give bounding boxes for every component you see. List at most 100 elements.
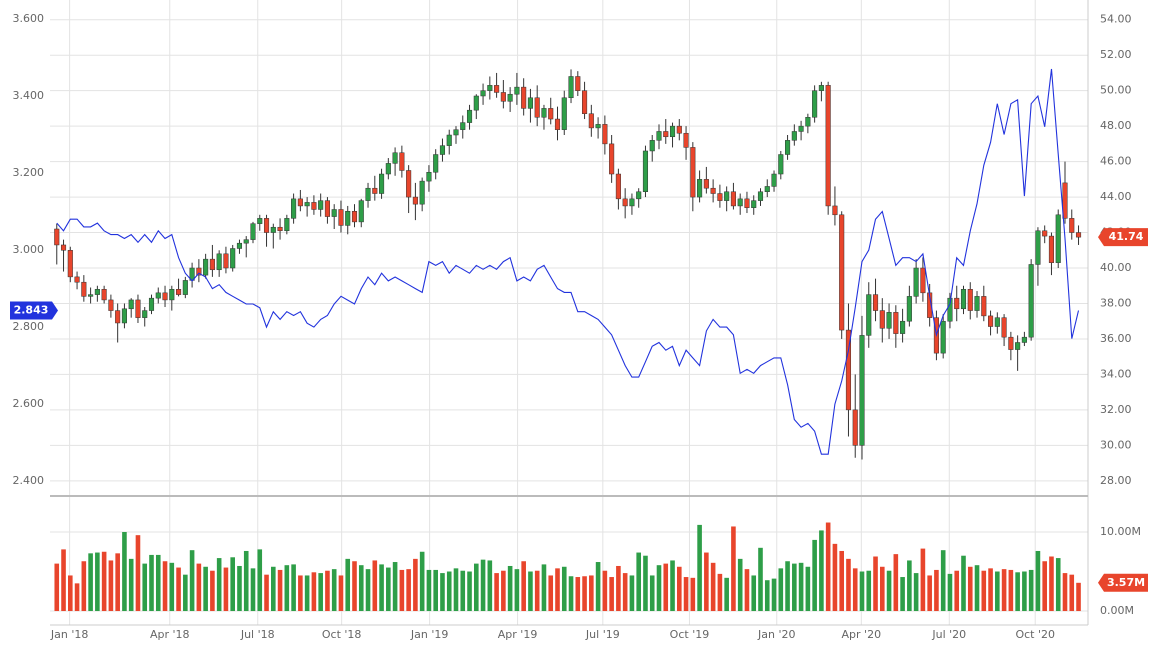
volume-bar (494, 573, 499, 612)
candle-body (744, 198, 750, 208)
candle-body (399, 152, 405, 171)
candle-body (318, 200, 324, 210)
volume-bar (940, 550, 946, 612)
candle-body (676, 125, 682, 134)
volume-bar (947, 573, 953, 612)
volume-bar (331, 569, 337, 612)
candle-body (818, 85, 824, 91)
volume-bar (832, 543, 838, 612)
price-last-label-bg (1098, 228, 1148, 247)
volume-bar (108, 560, 114, 612)
candle-body (697, 179, 703, 198)
candle-body (981, 296, 987, 317)
volume-bar (636, 552, 641, 612)
volume-bar (183, 574, 188, 612)
volume-bar (365, 569, 371, 612)
candle-body (649, 140, 655, 152)
candle-body (656, 131, 662, 141)
candle-body (81, 281, 87, 297)
volume-bar (825, 522, 831, 612)
volume-bar (710, 562, 716, 612)
volume-bar (399, 569, 405, 612)
candle-body (345, 211, 351, 226)
candle-body (893, 312, 899, 334)
candle-body (791, 131, 797, 141)
volume-bar (859, 571, 865, 612)
volume-bar (792, 563, 797, 612)
volume-bar (907, 560, 912, 612)
candle-body (960, 289, 967, 310)
volume-bar (216, 558, 222, 612)
y2-tick-label: 36.00 (1100, 332, 1132, 345)
candle-body (541, 108, 547, 118)
candle-body (324, 200, 330, 217)
volume-bar (724, 577, 729, 612)
volume-bar (446, 571, 452, 612)
volume-bar (568, 576, 574, 612)
volume-bar (764, 580, 770, 612)
x-tick-label: Jul '18 (240, 628, 275, 641)
volume-bar (521, 561, 526, 612)
volume-tick-label: 10.00M (1100, 525, 1141, 538)
volume-bar (352, 561, 357, 612)
volume-bar (237, 565, 242, 612)
volume-bar (345, 558, 351, 612)
candle-body (338, 209, 344, 226)
candle-body (263, 218, 270, 233)
volume-bar (778, 568, 784, 612)
volume-bar (210, 570, 215, 612)
candle-body (642, 150, 649, 193)
y2-tick-label: 38.00 (1100, 296, 1132, 309)
volume-bar (67, 575, 73, 612)
candle-body (527, 97, 533, 109)
volume-bar (81, 561, 87, 612)
candle-body (1062, 182, 1068, 219)
candle-body (852, 409, 858, 446)
volume-bar (392, 562, 398, 612)
y-tick-label: 2.600 (13, 397, 45, 410)
volume-bar (1028, 569, 1034, 612)
volume-bar (981, 570, 987, 612)
volume-bar (893, 554, 899, 612)
candle-body (182, 280, 188, 295)
candle-body (60, 244, 67, 251)
volume-bar (155, 554, 161, 612)
volume-bar (162, 561, 168, 612)
volume-bar (1022, 571, 1027, 612)
x-tick-label: Apr '19 (498, 628, 538, 641)
candle-body (460, 122, 466, 130)
volume-bar (1001, 569, 1007, 612)
volume-bar (995, 571, 1000, 612)
y-tick-label: 3.200 (13, 166, 45, 179)
candle-body (1001, 317, 1007, 338)
candle-body (974, 296, 980, 311)
volume-bar (54, 563, 60, 612)
volume-bar (95, 552, 100, 612)
candle-body (223, 253, 229, 269)
candle-body (507, 93, 513, 102)
y2-tick-label: 48.00 (1100, 119, 1132, 132)
volume-bar (196, 563, 202, 612)
volume-bar (453, 568, 459, 612)
volume-bar (846, 558, 851, 612)
price-last-label-text: 41.74 (1109, 230, 1144, 243)
volume-bar (534, 570, 540, 612)
volume-bar (149, 554, 154, 612)
candle-body (588, 113, 594, 129)
volume-bar (737, 558, 743, 612)
volume-bar (886, 570, 892, 612)
volume-bar (284, 565, 290, 612)
candle-body (216, 253, 222, 271)
y-tick-label: 2.400 (13, 474, 45, 487)
volume-last-label-text: 3.57M (1107, 576, 1145, 589)
volume-bar (582, 576, 587, 612)
candle-body (311, 202, 317, 210)
volume-bar (426, 569, 432, 612)
volume-bar (338, 575, 344, 612)
candle-body (554, 118, 561, 130)
volume-bar (203, 566, 208, 612)
candle-body (737, 198, 743, 207)
volume-bar (595, 562, 601, 612)
volume-bar (142, 563, 148, 612)
